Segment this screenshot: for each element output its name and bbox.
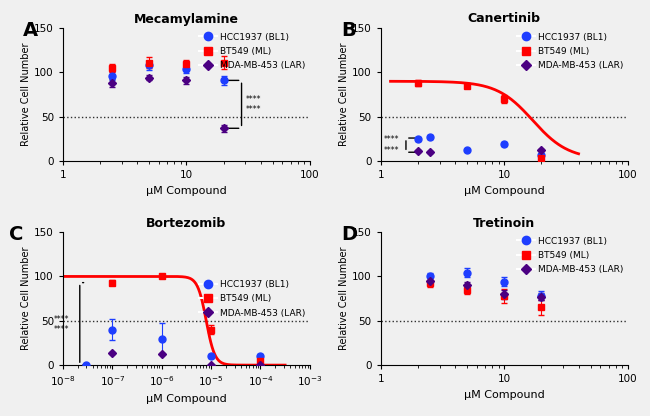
- Legend: HCC1937 (BL1), BT549 (ML), MDA-MB-453 (LAR): HCC1937 (BL1), BT549 (ML), MDA-MB-453 (L…: [515, 235, 625, 276]
- Legend: HCC1937 (BL1), BT549 (ML), MDA-MB-453 (LAR): HCC1937 (BL1), BT549 (ML), MDA-MB-453 (L…: [198, 278, 307, 319]
- X-axis label: μM Compound: μM Compound: [464, 186, 545, 196]
- X-axis label: μM Compound: μM Compound: [464, 390, 545, 400]
- Text: D: D: [341, 225, 358, 245]
- Text: B: B: [341, 21, 356, 40]
- Legend: HCC1937 (BL1), BT549 (ML), MDA-MB-453 (LAR): HCC1937 (BL1), BT549 (ML), MDA-MB-453 (L…: [198, 31, 307, 72]
- Text: C: C: [8, 225, 23, 245]
- Legend: HCC1937 (BL1), BT549 (ML), MDA-MB-453 (LAR): HCC1937 (BL1), BT549 (ML), MDA-MB-453 (L…: [515, 31, 625, 72]
- Title: Tretinoin: Tretinoin: [473, 216, 536, 230]
- Y-axis label: Relative Cell Number: Relative Cell Number: [21, 43, 31, 146]
- Y-axis label: Relative Cell Number: Relative Cell Number: [21, 247, 31, 350]
- Text: A: A: [23, 21, 38, 40]
- Text: ****
****: **** ****: [384, 136, 399, 155]
- Y-axis label: Relative Cell Number: Relative Cell Number: [339, 43, 349, 146]
- Y-axis label: Relative Cell Number: Relative Cell Number: [339, 247, 349, 350]
- Text: ****
****: **** ****: [53, 314, 69, 334]
- Title: Mecamylamine: Mecamylamine: [134, 12, 239, 25]
- Text: ****
****: **** ****: [246, 94, 261, 114]
- Title: Canertinib: Canertinib: [468, 12, 541, 25]
- X-axis label: μM Compound: μM Compound: [146, 186, 227, 196]
- Title: Bortezomib: Bortezomib: [146, 216, 226, 230]
- X-axis label: μM Compound: μM Compound: [146, 394, 227, 404]
